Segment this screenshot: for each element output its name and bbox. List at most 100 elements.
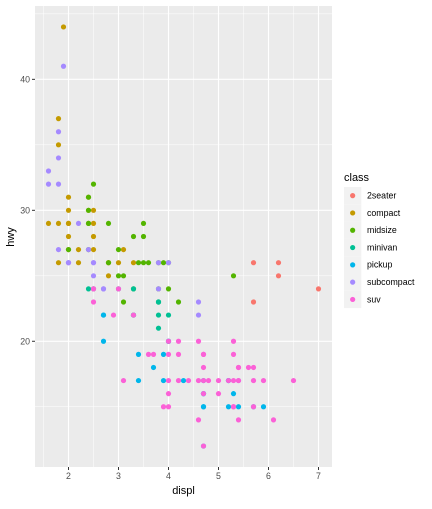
y-tick-label: 20	[20, 336, 30, 346]
data-point-suv	[235, 377, 242, 384]
data-point-compact	[105, 273, 112, 279]
data-point-subcompact	[45, 168, 52, 174]
data-point-pickup	[135, 377, 142, 384]
data-point-minivan	[155, 299, 162, 305]
data-point-compact	[65, 207, 72, 213]
data-point-2seater	[250, 260, 257, 266]
data-point-midsize	[120, 299, 127, 305]
data-point-subcompact	[155, 260, 162, 266]
data-point-suv	[230, 404, 237, 410]
x-tick-label: 6	[266, 471, 271, 481]
data-point-suv	[165, 338, 172, 344]
data-point-compact	[55, 260, 62, 266]
data-point-midsize	[65, 246, 72, 253]
data-point-2seater	[250, 299, 257, 305]
data-point-midsize	[130, 233, 137, 240]
data-point-suv	[215, 391, 222, 397]
data-point-compact	[65, 233, 72, 240]
x-tick-label: 7	[316, 471, 321, 481]
data-point-suv	[130, 312, 137, 318]
data-point-subcompact	[55, 246, 62, 253]
data-point-midsize	[230, 273, 237, 279]
data-point-subcompact	[55, 155, 62, 161]
data-point-subcompact	[75, 220, 82, 227]
data-point-2seater	[275, 273, 282, 279]
data-point-midsize	[140, 260, 147, 266]
data-point-minivan	[85, 286, 92, 292]
data-point-subcompact	[90, 260, 97, 266]
legend-swatch-midsize	[350, 227, 356, 233]
y-tick-label: 40	[20, 74, 30, 84]
data-point-compact	[90, 220, 97, 227]
legend-swatch-suv	[350, 296, 356, 303]
y-axis-title: hwy	[5, 227, 17, 247]
data-point-pickup	[260, 404, 267, 410]
data-point-midsize	[85, 220, 92, 227]
data-point-suv	[270, 417, 277, 423]
data-point-midsize	[120, 273, 127, 279]
data-point-midsize	[175, 299, 182, 305]
legend-label-suv: suv	[367, 294, 381, 304]
legend-label-midsize: midsize	[367, 225, 397, 235]
data-point-suv	[165, 404, 172, 410]
data-point-suv	[150, 351, 157, 357]
legend-swatch-pickup	[350, 262, 356, 268]
legend-swatch-subcompact	[350, 279, 356, 285]
data-point-2seater	[315, 286, 322, 292]
data-point-midsize	[135, 260, 142, 266]
data-point-subcompact	[55, 129, 62, 135]
data-point-subcompact	[60, 63, 67, 69]
data-point-suv	[165, 377, 172, 384]
data-point-compact	[55, 220, 62, 227]
data-point-suv	[205, 377, 212, 384]
x-axis-title: displ	[172, 485, 195, 497]
data-point-suv	[230, 351, 237, 357]
data-point-subcompact	[90, 273, 97, 279]
data-point-midsize	[160, 260, 167, 266]
data-point-minivan	[130, 286, 137, 292]
data-point-suv	[200, 391, 207, 397]
data-point-pickup	[100, 312, 107, 318]
data-point-compact	[65, 220, 72, 227]
legend: class 2seater compact midsize minivan pickup…	[344, 172, 415, 309]
data-point-pickup	[180, 377, 187, 384]
data-point-compact	[115, 260, 122, 266]
data-point-subcompact	[165, 260, 172, 266]
data-point-subcompact	[155, 286, 162, 292]
data-point-pickup	[230, 391, 237, 397]
x-tick-label: 2	[66, 471, 71, 481]
data-point-minivan	[155, 312, 162, 318]
data-point-suv	[250, 377, 257, 384]
data-point-pickup	[225, 404, 232, 410]
x-tick-label: 4	[166, 471, 171, 481]
data-point-compact	[55, 116, 62, 122]
data-point-suv	[160, 404, 167, 410]
data-point-midsize	[85, 207, 92, 213]
data-point-midsize	[140, 233, 147, 240]
data-point-suv	[165, 351, 172, 357]
data-point-midsize	[165, 286, 172, 292]
data-point-suv	[200, 351, 207, 357]
data-point-compact	[130, 260, 137, 266]
data-point-midsize	[140, 220, 147, 227]
data-point-suv	[145, 351, 152, 357]
data-point-suv	[230, 338, 237, 344]
legend-swatch-minivan	[350, 244, 356, 251]
data-point-suv	[120, 377, 127, 384]
data-point-suv	[215, 377, 222, 384]
data-point-compact	[60, 24, 67, 30]
data-point-pickup	[160, 351, 167, 357]
data-point-midsize	[145, 260, 152, 266]
data-point-compact	[45, 220, 52, 227]
data-point-suv	[175, 338, 182, 344]
legend-label-minivan: minivan	[367, 242, 397, 252]
data-point-subcompact	[55, 181, 62, 187]
data-point-2seater	[275, 260, 282, 266]
data-point-subcompact	[65, 260, 72, 266]
data-point-subcompact	[100, 286, 107, 292]
legend-label-2seater: 2seater	[367, 191, 396, 201]
data-point-pickup	[235, 404, 242, 410]
data-point-suv	[290, 377, 297, 384]
legend-swatch-2seater	[350, 193, 356, 199]
data-point-suv	[175, 377, 182, 384]
